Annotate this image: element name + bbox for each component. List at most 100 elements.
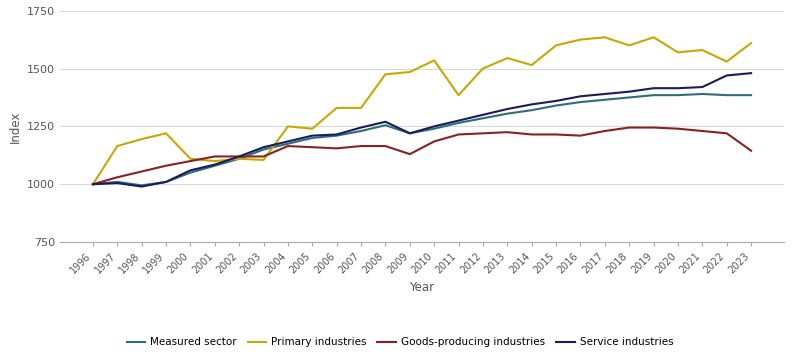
Service industries	[332, 132, 342, 137]
Goods-producing industries	[454, 132, 463, 137]
Measured sector	[746, 93, 756, 97]
Goods-producing industries	[356, 144, 366, 148]
Primary industries	[88, 182, 98, 186]
Measured sector	[283, 142, 293, 146]
Primary industries	[722, 59, 731, 64]
Measured sector	[600, 98, 610, 102]
Primary industries	[600, 35, 610, 40]
Goods-producing industries	[527, 132, 537, 137]
Measured sector	[698, 92, 707, 96]
Goods-producing industries	[113, 175, 122, 179]
Service industries	[454, 119, 463, 123]
Goods-producing industries	[307, 145, 317, 150]
Measured sector	[405, 131, 414, 135]
Primary industries	[283, 124, 293, 129]
Primary industries	[258, 158, 268, 162]
Measured sector	[454, 121, 463, 125]
Measured sector	[478, 116, 488, 120]
X-axis label: Year: Year	[410, 281, 434, 294]
Line: Measured sector: Measured sector	[93, 94, 751, 185]
Service industries	[234, 154, 244, 158]
Service industries	[502, 107, 512, 111]
Line: Service industries: Service industries	[93, 73, 751, 187]
Measured sector	[162, 180, 171, 184]
Service industries	[307, 134, 317, 138]
Legend: Measured sector, Primary industries, Goods-producing industries, Service industr: Measured sector, Primary industries, Goo…	[126, 337, 674, 347]
Primary industries	[527, 63, 537, 67]
Service industries	[283, 139, 293, 143]
Primary industries	[113, 144, 122, 148]
Service industries	[527, 102, 537, 106]
Primary industries	[430, 58, 439, 63]
Y-axis label: Index: Index	[9, 110, 22, 142]
Service industries	[576, 94, 586, 99]
Primary industries	[746, 41, 756, 45]
Service industries	[162, 180, 171, 184]
Measured sector	[673, 93, 682, 97]
Measured sector	[332, 134, 342, 138]
Goods-producing industries	[478, 131, 488, 135]
Line: Goods-producing industries: Goods-producing industries	[93, 127, 751, 184]
Goods-producing industries	[576, 134, 586, 138]
Service industries	[649, 86, 658, 90]
Primary industries	[186, 157, 195, 161]
Goods-producing industries	[722, 131, 731, 135]
Measured sector	[649, 93, 658, 97]
Primary industries	[576, 37, 586, 42]
Measured sector	[430, 126, 439, 131]
Primary industries	[551, 43, 561, 47]
Primary industries	[502, 56, 512, 60]
Primary industries	[649, 35, 658, 40]
Primary industries	[625, 43, 634, 47]
Service industries	[746, 71, 756, 75]
Goods-producing industries	[381, 144, 390, 148]
Goods-producing industries	[137, 169, 146, 174]
Line: Primary industries: Primary industries	[93, 37, 751, 184]
Measured sector	[381, 123, 390, 127]
Goods-producing industries	[234, 154, 244, 158]
Service industries	[258, 145, 268, 150]
Goods-producing industries	[186, 159, 195, 163]
Service industries	[625, 89, 634, 94]
Goods-producing industries	[698, 129, 707, 133]
Goods-producing industries	[625, 125, 634, 130]
Measured sector	[502, 111, 512, 116]
Measured sector	[722, 93, 731, 97]
Measured sector	[625, 95, 634, 100]
Primary industries	[698, 48, 707, 52]
Goods-producing industries	[258, 154, 268, 158]
Measured sector	[356, 129, 366, 133]
Service industries	[722, 73, 731, 78]
Goods-producing industries	[88, 182, 98, 186]
Measured sector	[210, 163, 219, 168]
Measured sector	[258, 147, 268, 152]
Measured sector	[307, 136, 317, 140]
Primary industries	[356, 106, 366, 110]
Goods-producing industries	[162, 163, 171, 168]
Service industries	[478, 112, 488, 117]
Primary industries	[478, 66, 488, 70]
Measured sector	[88, 182, 98, 186]
Service industries	[430, 124, 439, 129]
Service industries	[210, 162, 219, 167]
Goods-producing industries	[430, 139, 439, 143]
Service industries	[673, 86, 682, 90]
Measured sector	[137, 183, 146, 188]
Service industries	[381, 120, 390, 124]
Goods-producing industries	[673, 126, 682, 131]
Goods-producing industries	[210, 154, 219, 158]
Goods-producing industries	[746, 148, 756, 153]
Measured sector	[527, 108, 537, 112]
Service industries	[113, 181, 122, 185]
Service industries	[698, 85, 707, 89]
Goods-producing industries	[502, 130, 512, 134]
Goods-producing industries	[332, 146, 342, 151]
Primary industries	[454, 93, 463, 97]
Service industries	[137, 184, 146, 189]
Goods-producing industries	[551, 132, 561, 137]
Primary industries	[137, 137, 146, 141]
Primary industries	[307, 126, 317, 131]
Measured sector	[551, 103, 561, 108]
Primary industries	[210, 159, 219, 163]
Measured sector	[113, 180, 122, 184]
